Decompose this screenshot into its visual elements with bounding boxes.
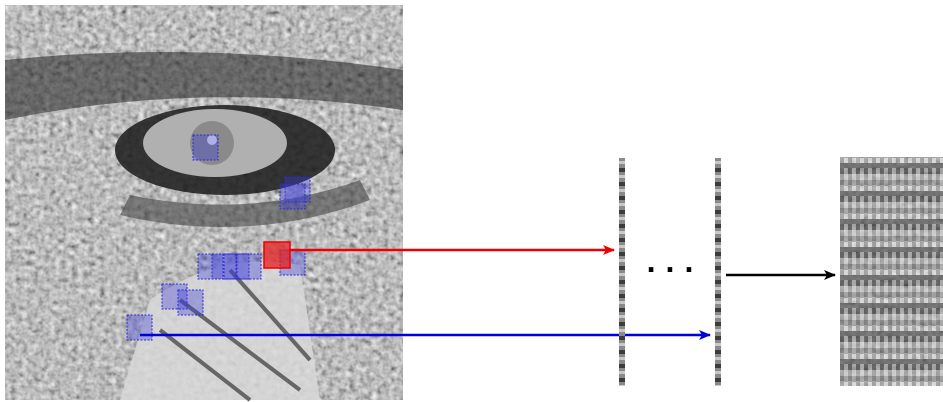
patch	[178, 290, 203, 315]
ellipsis: . . .	[646, 249, 694, 279]
selected-patch	[264, 242, 290, 268]
diagram: . . .	[0, 0, 943, 402]
column-vector	[619, 158, 625, 386]
patch	[236, 254, 261, 279]
column-vector	[715, 158, 721, 386]
matrix-texture	[840, 157, 943, 386]
patch	[193, 135, 218, 160]
eye-image	[5, 5, 403, 400]
patch	[280, 184, 305, 209]
page: . . . (() => { const data = JSON.parse(d…	[0, 0, 943, 402]
